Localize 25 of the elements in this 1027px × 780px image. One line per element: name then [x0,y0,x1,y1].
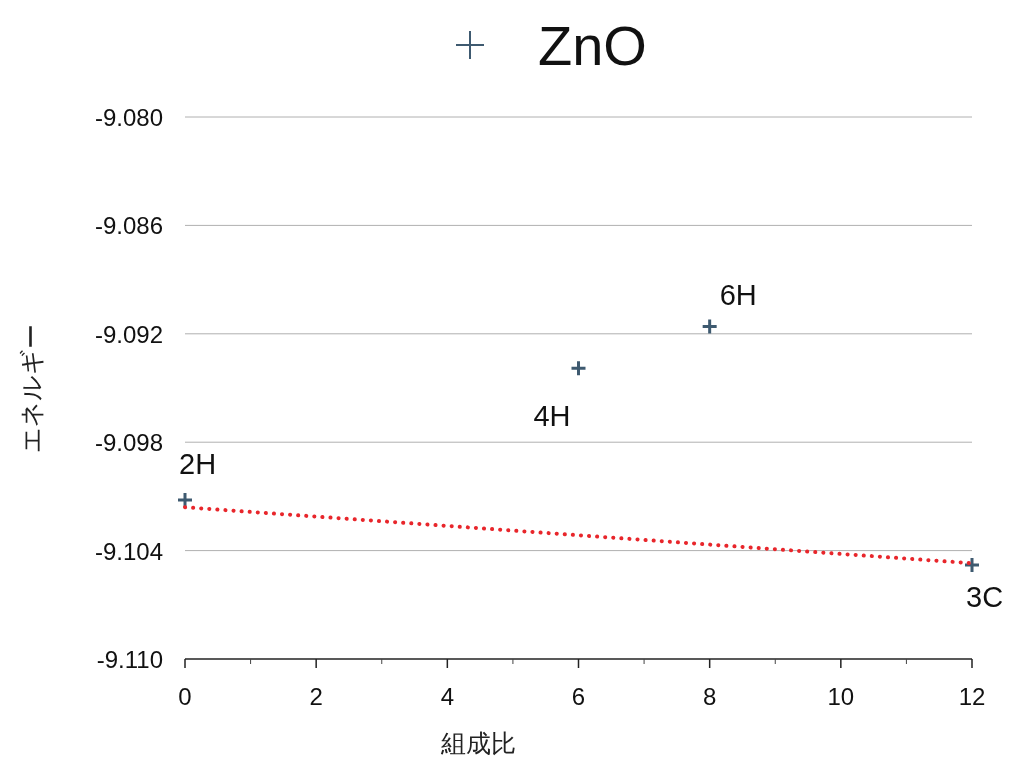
annotation: 6H [719,278,757,311]
x-tick-label: 12 [958,683,986,710]
point [963,556,981,574]
x-tick-label: 6 [571,683,586,710]
y-tick-label: -9.104 [94,537,163,565]
legend-label: ZnO [538,14,647,77]
annotation: 4H [533,400,571,433]
x-tick-label: 0 [178,683,192,710]
x-tick-label: 8 [702,683,717,710]
annotation: 3C [966,581,1004,614]
y-tick-label: -9.092 [94,320,163,348]
y-tick-label: -9.086 [94,212,163,240]
x-tick-label: 4 [440,683,455,710]
y-axis-title: エネルギー [17,323,45,453]
x-tick-label: 2 [309,683,323,710]
y-tick-label: -9.098 [94,429,163,457]
x-tick-label: 10 [827,683,855,710]
point [701,318,719,336]
x-axis-title: 組成比 [440,729,516,757]
y-tick-label: -9.080 [94,104,163,131]
legend: ZnO [455,14,647,77]
annotation: 2H [179,448,217,481]
point [176,491,194,509]
point [570,359,587,377]
y-tick-label: -9.110 [96,646,163,673]
